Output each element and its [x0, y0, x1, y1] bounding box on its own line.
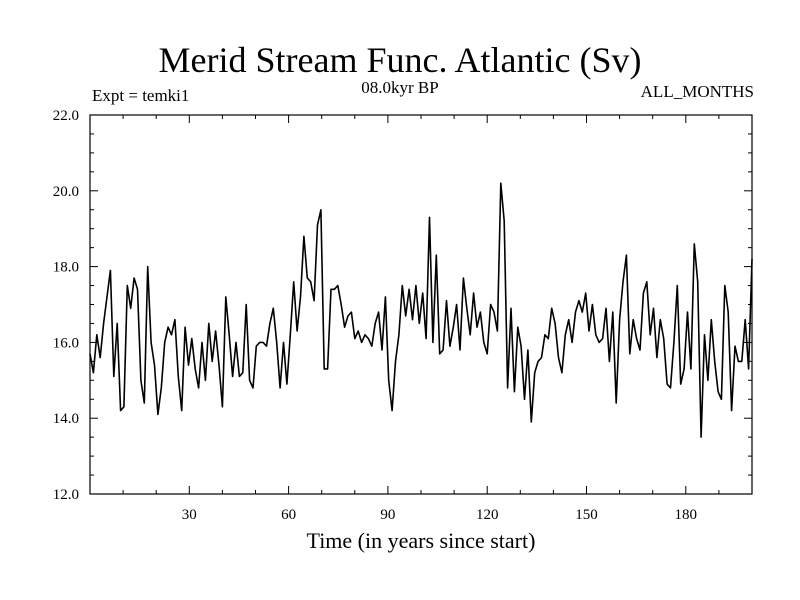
y-tick-label: 18.0	[53, 260, 79, 276]
y-tick-label: 22.0	[53, 108, 79, 124]
months-label: ALL_MONTHS	[640, 82, 754, 101]
x-tick-label: 150	[575, 507, 598, 523]
x-tick-label: 180	[675, 507, 698, 523]
x-tick-label: 30	[182, 507, 197, 523]
x-axis-label: Time (in years since start)	[306, 528, 536, 553]
y-tick-label: 16.0	[53, 335, 79, 351]
experiment-label: Expt = temki1	[92, 86, 190, 105]
chart-title: Merid Stream Func. Atlantic (Sv)	[158, 40, 642, 80]
y-tick-label: 20.0	[53, 184, 79, 200]
chart-subtitle: 08.0kyr BP	[361, 78, 439, 97]
x-tick-label: 60	[281, 507, 296, 523]
y-tick-label: 12.0	[53, 487, 79, 503]
x-tick-label: 90	[380, 507, 395, 523]
y-tick-label: 14.0	[53, 411, 79, 427]
series-line	[89, 182, 753, 438]
x-tick-label: 120	[476, 507, 499, 523]
